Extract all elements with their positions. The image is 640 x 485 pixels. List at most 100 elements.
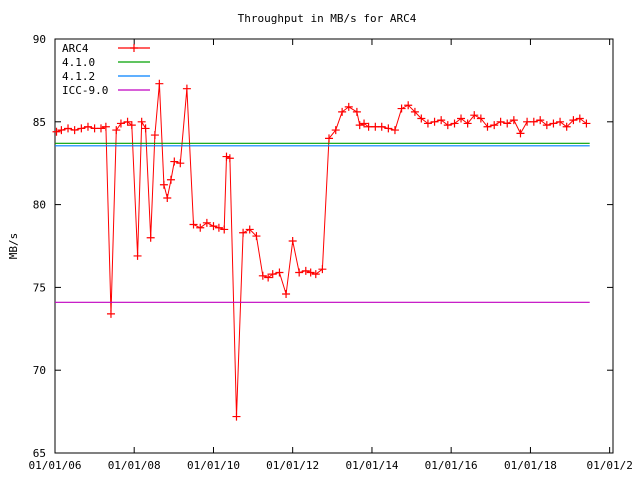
legend-label: ARC4	[62, 42, 89, 55]
data-point	[344, 102, 353, 111]
data-point	[490, 121, 499, 130]
data-point	[430, 117, 439, 126]
data-point	[549, 119, 558, 128]
data-point	[163, 193, 172, 202]
data-point	[252, 232, 261, 241]
data-point	[437, 116, 446, 125]
data-point	[137, 117, 146, 126]
data-point	[306, 268, 315, 277]
data-point	[582, 119, 591, 128]
x-tick-label: 01/01/12	[266, 459, 319, 472]
data-point	[264, 273, 273, 282]
data-point	[196, 223, 205, 232]
data-point	[52, 127, 61, 136]
data-point	[390, 126, 399, 135]
x-tick-label: 01/01/06	[29, 459, 82, 472]
data-point	[355, 121, 364, 130]
data-point	[146, 233, 155, 242]
data-point	[127, 121, 136, 130]
data-point	[338, 107, 347, 116]
data-point	[470, 111, 479, 120]
data-point	[116, 119, 125, 128]
x-tick-label: 01/01/16	[425, 459, 478, 472]
data-point	[483, 122, 492, 131]
series-line	[56, 83, 587, 417]
data-point	[222, 152, 231, 161]
data-point	[268, 270, 277, 279]
data-point	[311, 270, 320, 279]
data-point	[423, 119, 432, 128]
data-point	[457, 114, 466, 123]
data-point	[133, 251, 142, 260]
data-point	[225, 154, 234, 163]
data-point	[325, 134, 334, 143]
data-point	[282, 290, 291, 299]
y-tick-label: 70	[33, 364, 46, 377]
data-point	[476, 114, 485, 123]
data-point	[536, 116, 545, 125]
legend-label: 4.1.0	[62, 56, 95, 69]
data-point	[182, 84, 191, 93]
data-point	[542, 121, 551, 130]
y-tick-label: 80	[33, 199, 46, 212]
data-point	[562, 122, 571, 131]
data-point	[331, 126, 340, 135]
data-point	[232, 412, 241, 421]
data-point	[556, 117, 565, 126]
data-point	[239, 228, 248, 237]
data-point	[450, 119, 459, 128]
series-group	[52, 79, 591, 421]
data-point	[496, 117, 505, 126]
legend-marker	[130, 44, 138, 52]
data-point	[176, 159, 185, 168]
data-point	[150, 131, 159, 140]
data-point	[516, 129, 525, 138]
data-point	[404, 101, 413, 110]
x-tick-label: 01/01/14	[345, 459, 398, 472]
data-point	[77, 124, 86, 133]
data-point	[397, 104, 406, 113]
data-point	[83, 122, 92, 131]
data-point	[166, 175, 175, 184]
x-tick-label: 01/01/2	[586, 459, 632, 472]
plot-frame	[54, 38, 614, 454]
data-point	[214, 223, 223, 232]
data-point	[258, 271, 267, 280]
x-tick-label: 01/01/18	[504, 459, 557, 472]
data-point	[202, 218, 211, 227]
data-point	[123, 117, 132, 126]
data-point	[529, 117, 538, 126]
data-point	[364, 122, 373, 131]
y-tick-label: 85	[33, 116, 46, 129]
data-point	[410, 107, 419, 116]
y-tick-label: 65	[33, 447, 46, 460]
x-tick-label: 01/01/08	[108, 459, 161, 472]
data-point	[503, 119, 512, 128]
data-point	[209, 222, 218, 231]
data-point	[360, 119, 369, 128]
data-point	[189, 220, 198, 229]
axis-group: 65 70 75 80 85 90 01/01/06 01/01/08 01/01/10 01/0…	[29, 33, 633, 472]
data-point	[220, 225, 229, 234]
data-point	[170, 157, 179, 166]
y-axis-label: MB/s	[7, 233, 20, 260]
data-point	[509, 116, 518, 125]
data-point	[443, 121, 452, 130]
data-point	[101, 122, 110, 131]
x-tick-label: 01/01/10	[187, 459, 240, 472]
chart-title: Throughput in MB/s for ARC4	[238, 12, 417, 25]
data-point	[288, 237, 297, 246]
data-point	[463, 119, 472, 128]
data-point	[384, 124, 393, 133]
data-point	[295, 268, 304, 277]
data-point	[112, 126, 121, 135]
data-point	[155, 79, 164, 88]
data-point	[301, 266, 310, 275]
plot-frame-group	[54, 38, 614, 454]
data-point	[523, 117, 532, 126]
data-point	[57, 126, 66, 135]
y-tick-label: 75	[33, 281, 46, 294]
legend-label: 4.1.2	[62, 70, 95, 83]
